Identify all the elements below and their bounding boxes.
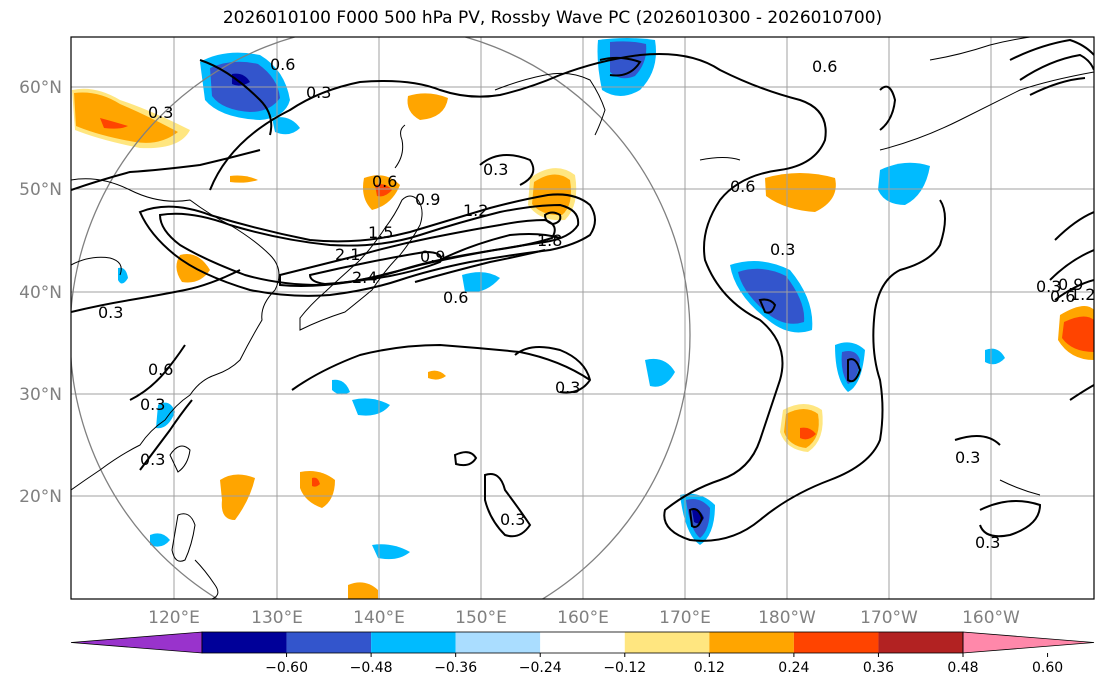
contour-label: 0.3 xyxy=(555,378,580,397)
colorbar-segment xyxy=(793,632,879,653)
contour-label: 0.6 xyxy=(730,177,755,196)
contour-label: 0.6 xyxy=(812,57,837,76)
lat-label: 60°N xyxy=(19,78,62,98)
contour-label: 0.3 xyxy=(98,303,123,322)
contour-label: 1.5 xyxy=(368,223,393,242)
lon-label: 150°E xyxy=(455,608,507,628)
lon-label: 140°E xyxy=(353,608,405,628)
graticule xyxy=(71,37,1094,599)
colorbar-tick-label: 0.60 xyxy=(1032,660,1063,676)
colorbar-tick-label: 0.24 xyxy=(778,660,809,676)
colorbar-tick-label: −0.60 xyxy=(265,660,308,676)
colorbar: −0.60 −0.48 −0.36 −0.24 −0.12 0.12 0.24 0.36 0.4… xyxy=(70,631,1095,676)
lat-axis: 60°N 50°N 40°N 30°N 20°N xyxy=(19,78,62,507)
contour-label: 0.3 xyxy=(140,450,165,469)
contour-label: 1.2 xyxy=(463,201,488,220)
lat-label: 40°N xyxy=(19,283,62,303)
map-border xyxy=(70,36,1095,600)
lon-label: 170°E xyxy=(659,608,711,628)
contour-label: 0.3 xyxy=(483,160,508,179)
contour-labels: 0.6 0.3 0.3 0.6 0.3 0.6 0.9 1.2 1.5 1.8 … xyxy=(98,55,1095,552)
contour-label: 0.9 xyxy=(420,247,445,266)
colorbar-segment xyxy=(455,632,541,653)
contour-label: 1.8 xyxy=(537,231,562,250)
lat-label: 50°N xyxy=(19,180,62,200)
colorbar-segment xyxy=(709,632,794,653)
colorbar-tick-label: −0.24 xyxy=(519,660,562,676)
colorbar-segment xyxy=(371,632,456,653)
colorbar-tick-label: 0.48 xyxy=(947,660,978,676)
contour-label: 0.9 xyxy=(1058,275,1083,294)
pv-contours xyxy=(71,38,1094,542)
colorbar-extend-max xyxy=(962,631,1095,654)
lon-label: 180°W xyxy=(758,608,816,628)
contour-label: 0.6 xyxy=(372,172,397,191)
map-title: 2026010100 F000 500 hPa PV, Rossby Wave … xyxy=(222,8,883,28)
contour-label: 2.4 xyxy=(352,268,377,287)
colorbar-tick-label: 0.36 xyxy=(863,660,894,676)
contour-label: 0.3 xyxy=(770,240,795,259)
colorbar-tick-label: −0.36 xyxy=(434,660,477,676)
colorbar-segment xyxy=(878,632,963,653)
contour-label: 1.2 xyxy=(1070,285,1095,304)
contour-label: 0.3 xyxy=(955,448,980,467)
contour-label: 0.3 xyxy=(975,533,1000,552)
lon-axis: 120°E 130°E 140°E 150°E 160°E 170°E 180°… xyxy=(148,608,1020,628)
contour-label: 0.3 xyxy=(1036,277,1061,296)
colorbar-extend-min xyxy=(70,631,203,654)
coastlines xyxy=(71,37,1094,599)
contour-label: 0.9 xyxy=(415,190,440,209)
lon-label: 160°E xyxy=(557,608,609,628)
contour-label: 2.1 xyxy=(335,245,360,264)
contour-label: 0.3 xyxy=(140,395,165,414)
colorbar-tick-label: −0.12 xyxy=(603,660,646,676)
colorbar-tick-label: 0.12 xyxy=(694,660,725,676)
colorbar-tick-label: −0.48 xyxy=(350,660,393,676)
colorbar-segment xyxy=(540,632,625,653)
contour-label: 0.6 xyxy=(270,55,295,74)
contour-label: 0.3 xyxy=(500,510,525,529)
contour-label: 0.3 xyxy=(148,103,173,122)
lat-label: 30°N xyxy=(19,385,62,405)
contour-label: 0.3 xyxy=(306,83,331,102)
contour-label: 0.6 xyxy=(1050,287,1075,306)
colorbar-segment xyxy=(202,632,287,653)
region-circle xyxy=(71,37,691,599)
lon-label: 130°E xyxy=(251,608,303,628)
colorbar-segment xyxy=(286,632,372,653)
colorbar-segment xyxy=(624,632,710,653)
lon-label: 170°W xyxy=(860,608,918,628)
contour-label: 0.6 xyxy=(148,360,173,379)
lat-label: 20°N xyxy=(19,487,62,507)
lon-label: 120°E xyxy=(148,608,200,628)
colorbar-outline xyxy=(201,631,964,654)
contour-label: 0.6 xyxy=(443,288,468,307)
lon-label: 160°W xyxy=(962,608,1020,628)
